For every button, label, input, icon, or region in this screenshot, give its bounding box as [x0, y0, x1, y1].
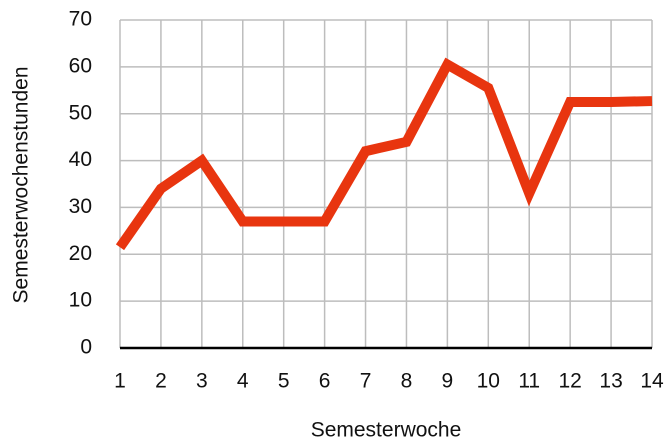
x-tick-label: 1	[114, 370, 126, 393]
x-tick-label: 4	[237, 370, 249, 393]
x-tick-label: 11	[518, 370, 540, 393]
x-tick-label: 12	[558, 370, 581, 393]
y-axis-title: Semesterwochenstunden	[10, 67, 33, 304]
line	[115, 57, 653, 251]
y-tick-label: 50	[69, 101, 92, 124]
x-tick-label: 13	[599, 370, 622, 393]
x-tick-label: 7	[360, 370, 372, 393]
x-tick-label: 5	[278, 370, 290, 393]
x-tick-label: 9	[442, 370, 454, 393]
y-tick-label: 60	[69, 54, 92, 77]
x-tick-label: 6	[319, 370, 331, 393]
y-tick-label: 10	[69, 289, 92, 312]
y-tick-label: 70	[69, 8, 92, 31]
y-tick-label: 30	[69, 195, 92, 218]
x-tick-label: 14	[640, 370, 664, 393]
x-tick-label: 8	[401, 370, 413, 393]
x-tick-label: 10	[477, 370, 500, 393]
x-tick-label: 3	[196, 370, 208, 393]
y-tick-label: 40	[69, 148, 92, 171]
x-axis-title: Semesterwoche	[311, 419, 462, 441]
x-tick-label: 2	[155, 370, 167, 393]
y-tick-label: 20	[69, 242, 92, 265]
y-tick-label: 0	[80, 336, 92, 359]
